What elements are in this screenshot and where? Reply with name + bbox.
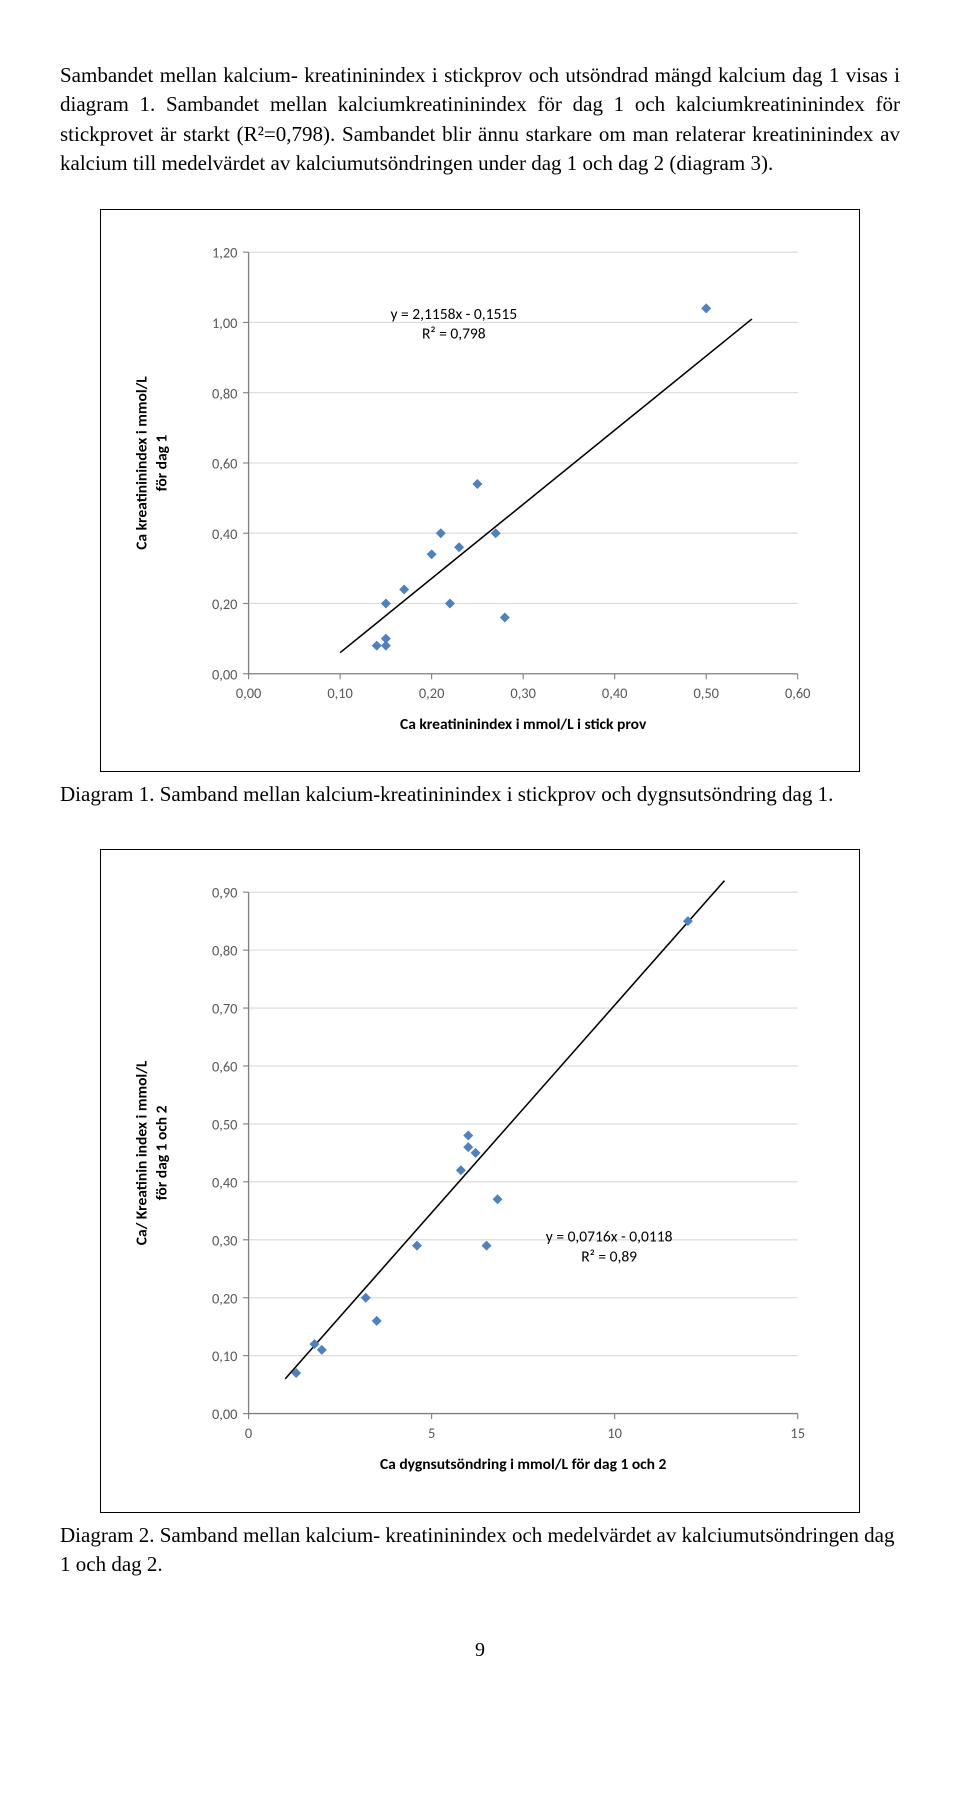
equation-text-1: y = 2,1158x - 0,1515: [390, 304, 517, 323]
equation-text-2: R² = 0,89: [581, 1248, 637, 1267]
y-tick-label: 0,80: [212, 384, 238, 402]
y-tick-label: 0,20: [212, 1290, 238, 1308]
y-tick-label: 0,80: [212, 942, 238, 960]
x-tick-label: 0: [245, 1424, 252, 1442]
y-tick-label: 0,50: [212, 1116, 238, 1134]
diagram-2-svg: 0 5 10 15 0,00 0,10 0,20 0,30 0,40 0,50 0,60 0,70 0,…: [121, 870, 831, 1491]
data-point-marker: [463, 1131, 473, 1141]
y-tick-label: 0,40: [212, 1174, 238, 1192]
y-axis-label: för dag 1: [152, 434, 171, 491]
x-tick-label: 0,10: [327, 684, 353, 702]
data-point-marker: [372, 1316, 382, 1326]
y-axis-label: Ca kreatininindex i mmol/L: [133, 375, 152, 549]
data-point-marker: [701, 303, 711, 313]
y-tick-label: 0,00: [212, 1406, 238, 1424]
data-point-marker: [445, 598, 455, 608]
trend-line: [285, 881, 724, 1379]
equation-text-1: y = 0,0716x - 0,0118: [546, 1228, 673, 1247]
data-point-marker: [381, 598, 391, 608]
x-tick-label: 15: [790, 1424, 805, 1442]
data-point-marker: [399, 584, 409, 594]
x-axis-label: Ca dygnsutsöndring i mmol/L för dag 1 oc…: [380, 1455, 667, 1474]
x-axis-label: Ca kreatininindex i mmol/L i stick prov: [400, 715, 647, 734]
data-point-marker: [471, 1148, 481, 1158]
y-tick-label: 0,90: [212, 884, 238, 902]
y-axis-label: Ca/ Kreatinin index i mmol/L: [133, 1060, 152, 1245]
data-point-marker: [493, 1195, 503, 1205]
data-point-marker: [482, 1241, 492, 1251]
data-point-marker: [427, 549, 437, 559]
data-point-marker: [372, 640, 382, 650]
diagram-2-box: 0 5 10 15 0,00 0,10 0,20 0,30 0,40 0,50 0,60 0,70 0,…: [100, 849, 860, 1512]
data-point-marker: [317, 1345, 327, 1355]
page-number: 9: [60, 1639, 900, 1662]
data-point-marker: [500, 612, 510, 622]
y-axis-label: för dag 1 och 2: [152, 1106, 171, 1201]
data-point-marker: [412, 1241, 422, 1251]
x-tick-label: 10: [607, 1424, 622, 1442]
data-point-marker: [456, 1166, 466, 1176]
y-tick-label: 0,70: [212, 1000, 238, 1018]
data-point-marker: [472, 479, 482, 489]
x-tick-label: 0,50: [693, 684, 718, 702]
x-tick-label: 5: [428, 1424, 435, 1442]
diagram-1-svg: 0,00 0,10 0,20 0,30 0,40 0,50 0,60 0,00 0,20 0,40…: [121, 230, 831, 751]
y-tick-label: 0,60: [212, 1058, 238, 1076]
x-tick-label: 0,60: [785, 684, 810, 702]
equation-text-2: R² = 0,798: [422, 324, 486, 343]
y-tick-label: 0,20: [212, 595, 238, 613]
paragraph-1: Sambandet mellan kalcium- kreatininindex…: [60, 61, 900, 179]
data-point-marker: [381, 640, 391, 650]
diagram-2-caption: Diagram 2. Samband mellan kalcium- kreat…: [60, 1521, 900, 1580]
x-tick-label: 0,30: [510, 684, 536, 702]
data-point-marker: [436, 528, 446, 538]
diagram-1-box: 0,00 0,10 0,20 0,30 0,40 0,50 0,60 0,00 0,20 0,40…: [100, 209, 860, 772]
trend-line: [340, 318, 752, 652]
y-tick-label: 0,60: [212, 454, 238, 472]
data-point-marker: [361, 1293, 371, 1303]
y-tick-label: 0,30: [212, 1232, 238, 1250]
y-tick-label: 0,40: [212, 524, 238, 542]
x-tick-label: 0,40: [602, 684, 628, 702]
y-tick-label: 0,00: [212, 665, 238, 683]
diagram-1-caption: Diagram 1. Samband mellan kalcium-kreati…: [60, 780, 900, 809]
data-point-marker: [454, 542, 464, 552]
y-tick-label: 1,00: [212, 314, 238, 332]
x-tick-label: 0,20: [419, 684, 445, 702]
data-point-marker: [463, 1142, 473, 1152]
y-tick-label: 1,20: [212, 243, 238, 261]
x-tick-label: 0,00: [236, 684, 262, 702]
y-tick-label: 0,10: [212, 1348, 238, 1366]
